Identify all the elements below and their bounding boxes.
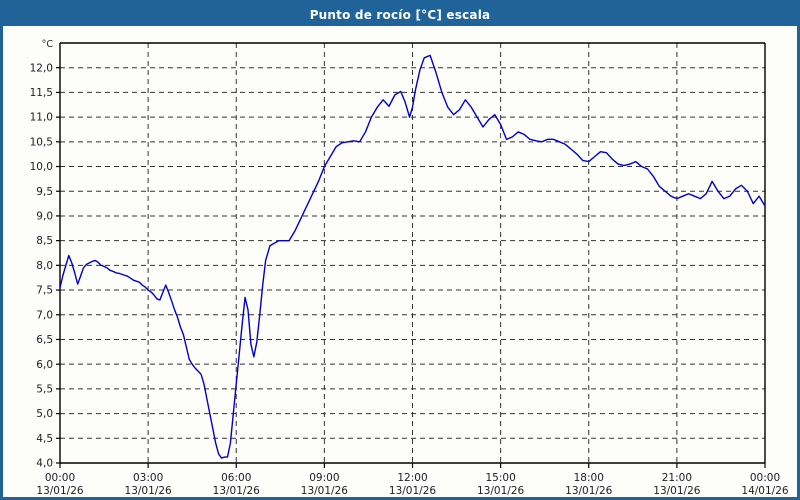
y-tick-label: 4,5 xyxy=(36,433,53,445)
x-tick-label-time: 09:00 xyxy=(309,472,339,484)
y-tick-label: 6,0 xyxy=(36,359,53,371)
x-tick-label-date: 14/01/26 xyxy=(741,485,788,497)
x-tick-label-time: 15:00 xyxy=(485,472,515,484)
x-tick-label-time: 00:00 xyxy=(750,472,780,484)
x-tick-label-date: 13/01/26 xyxy=(653,485,700,497)
x-tick-label-date: 13/01/26 xyxy=(477,485,524,497)
y-tick-label: 6,5 xyxy=(36,334,53,346)
x-tick-label-time: 00:00 xyxy=(45,472,75,484)
x-tick-label-date: 13/01/26 xyxy=(213,485,260,497)
y-axis-unit-label: °C xyxy=(42,39,54,50)
dew-point-line-chart: 12,0 11,5 11,0 10,5 10,0 9,5 9,0 8,5 8,0 7,5 7,0 6,… xyxy=(30,39,789,497)
x-tick-label-date: 13/01/26 xyxy=(565,485,612,497)
y-tick-label: 9,0 xyxy=(36,211,53,223)
x-tick-label-time: 12:00 xyxy=(397,472,427,484)
y-tick-label: 8,5 xyxy=(36,235,53,247)
y-tick-label: 12,0 xyxy=(30,62,53,74)
y-tick-label: 5,0 xyxy=(36,408,53,420)
x-tick-label-date: 13/01/26 xyxy=(36,485,83,497)
y-tick-label: 10,0 xyxy=(30,161,53,173)
window-title-bar: Punto de rocío [°C] escala xyxy=(3,3,797,26)
series-line-dew-point xyxy=(59,54,766,459)
y-tick-label: 7,5 xyxy=(36,285,53,297)
page-title: Punto de rocío [°C] escala xyxy=(309,7,491,22)
y-tick-label: 8,0 xyxy=(36,260,53,272)
y-tick-label: 5,5 xyxy=(36,383,53,395)
x-tick-label-time: 18:00 xyxy=(574,472,604,484)
x-tick-label-time: 06:00 xyxy=(221,472,251,484)
x-tick-label-time: 03:00 xyxy=(133,472,163,484)
y-tick-label: 11,5 xyxy=(30,87,53,99)
y-tick-label: 9,5 xyxy=(36,186,53,198)
y-tick-label: 11,0 xyxy=(30,112,53,124)
plot-area: 12,0 11,5 11,0 10,5 10,0 9,5 9,0 8,5 8,0 7,5 7,0 6,… xyxy=(3,26,797,497)
x-tick-label-date: 13/01/26 xyxy=(301,485,348,497)
x-tick-label-date: 13/01/26 xyxy=(125,485,172,497)
x-tick-label-time: 21:00 xyxy=(662,472,692,484)
x-tick-label-date: 13/01/26 xyxy=(389,485,436,497)
y-tick-label: 10,5 xyxy=(30,136,53,148)
y-tick-label: 4,0 xyxy=(36,458,53,470)
y-tick-label: 7,0 xyxy=(36,309,53,321)
